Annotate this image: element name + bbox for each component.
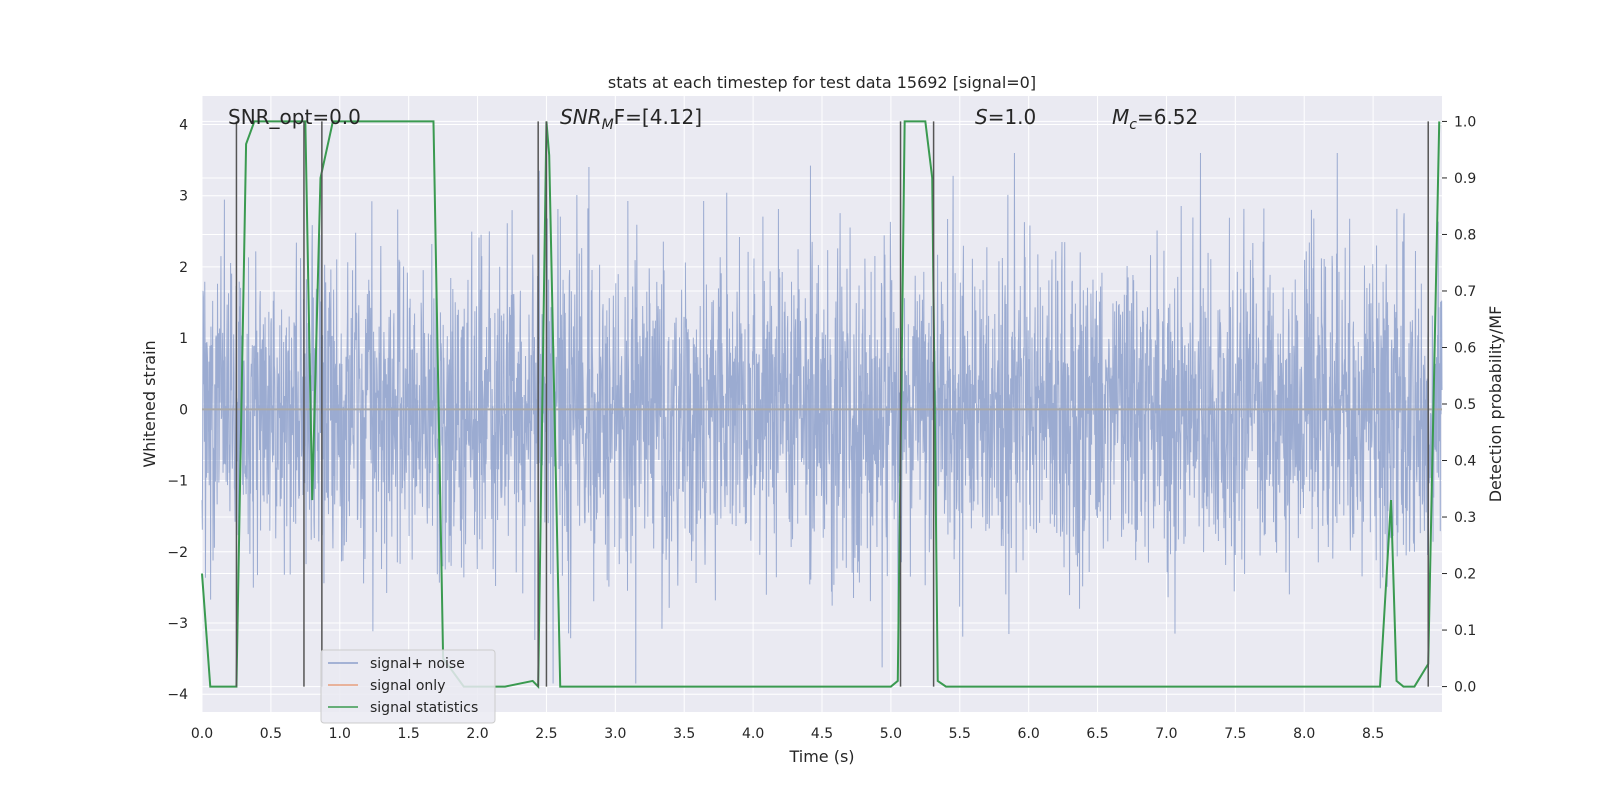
y-tick-label: 0: [179, 402, 188, 418]
annotation-snr-mf-name: SNR: [560, 105, 602, 129]
legend: signal+ noise signal only signal statist…: [320, 649, 496, 724]
y-tick-label: 1: [179, 331, 188, 347]
legend-label-signal-noise: signal+ noise: [370, 656, 465, 672]
x-axis-ticks: 0.0 0.5 1.0 1.5 2.0 2.5 3.0 3.5 4.0 4.5 5.0 5.5 6.0 6…: [191, 726, 1384, 742]
annotation-mc-value: =6.52: [1137, 105, 1198, 129]
annotation-mc-subscript: c: [1129, 117, 1137, 133]
x-tick-label: 0.0: [191, 726, 213, 742]
x-tick-label: 5.5: [949, 726, 971, 742]
annotation-s-name: S: [975, 105, 988, 129]
x-tick-label: 8.5: [1362, 726, 1384, 742]
x-tick-label: 7.0: [1155, 726, 1177, 742]
x-tick-label: 1.5: [398, 726, 420, 742]
annotation-snr-mf-subscript: M: [602, 117, 614, 133]
vertical-markers: [235, 121, 1429, 687]
y-tick-label: 4: [179, 117, 188, 133]
y2-tick-label: 0.3: [1454, 510, 1476, 526]
x-tick-label: 2.5: [535, 726, 557, 742]
y2-tick-label: 1.0: [1454, 114, 1476, 130]
signal-noise-series: [201, 152, 1443, 684]
y-tick-label: −4: [167, 687, 188, 703]
annotation-snr-mf-value: F=[4.12]: [614, 105, 702, 129]
y-tick-label: 3: [179, 189, 188, 205]
annotation-snr-mf: SNRMF=[4.12]: [560, 105, 702, 133]
x-axis-label: Time (s): [788, 747, 854, 766]
chart-title: stats at each timestep for test data 156…: [608, 73, 1036, 92]
y-tick-label: −3: [167, 616, 188, 632]
y2-tick-label: 0.2: [1454, 567, 1476, 583]
signal-statistics-line: [201, 120, 1441, 689]
y2-tick-label: 0.6: [1454, 340, 1476, 356]
x-tick-label: 0.5: [260, 726, 282, 742]
x-tick-label: 1.0: [329, 726, 351, 742]
y2-tick-label: 0.9: [1454, 171, 1476, 187]
y2-tick-label: 0.8: [1454, 227, 1476, 243]
x-tick-label: 3.0: [604, 726, 626, 742]
annotation-mc: Mc=6.52: [1112, 105, 1198, 133]
signal-statistics-series: [201, 120, 1441, 689]
x-tick-label: 3.5: [673, 726, 695, 742]
legend-label-signal-only: signal only: [370, 678, 445, 694]
y-tick-label: −1: [167, 474, 188, 490]
annotation-mc-name: M: [1112, 105, 1129, 129]
legend-label-signal-statistics: signal statistics: [370, 700, 478, 716]
annotation-s: S=1.0: [975, 105, 1036, 129]
y2-axis-ticks: 1.0 0.9 0.8 0.7 0.6 0.5 0.4 0.3 0.2 0.1 0.0: [1442, 114, 1476, 696]
annotation-snr-opt: SNR_opt=0.0: [228, 105, 361, 129]
x-tick-label: 4.5: [811, 726, 833, 742]
y2-tick-label: 0.0: [1454, 680, 1476, 696]
annotation-s-value: =1.0: [988, 105, 1037, 129]
x-tick-label: 6.0: [1018, 726, 1040, 742]
y2-tick-label: 0.1: [1454, 623, 1476, 639]
x-tick-label: 7.5: [1224, 726, 1246, 742]
x-tick-label: 4.0: [742, 726, 764, 742]
y-axis-ticks: 4 3 2 1 0 −1 −2 −3 −4: [167, 117, 188, 703]
y2-tick-label: 0.7: [1454, 284, 1476, 300]
x-tick-label: 5.0: [880, 726, 902, 742]
x-tick-label: 6.5: [1086, 726, 1108, 742]
y2-tick-label: 0.5: [1454, 397, 1476, 413]
signal-noise-line: [201, 152, 1443, 684]
legend-box: [320, 649, 496, 724]
x-tick-label: 8.0: [1293, 726, 1315, 742]
y-axis-label: Whitened strain: [140, 340, 159, 467]
y-tick-label: 2: [179, 260, 188, 276]
y2-axis-label: Detection probability/MF: [1486, 306, 1505, 503]
y2-tick-label: 0.4: [1454, 454, 1476, 470]
y-tick-label: −2: [167, 545, 188, 561]
x-tick-label: 2.0: [466, 726, 488, 742]
